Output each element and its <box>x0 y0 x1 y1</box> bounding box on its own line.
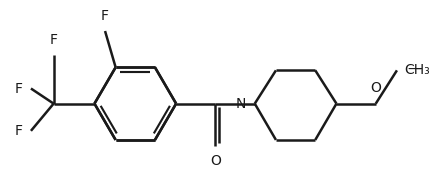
Text: F: F <box>101 8 109 22</box>
Text: CH₃: CH₃ <box>404 63 430 77</box>
Text: O: O <box>210 155 221 169</box>
Text: N: N <box>236 97 246 111</box>
Text: —: — <box>408 63 421 77</box>
Text: F: F <box>15 81 23 96</box>
Text: F: F <box>15 124 23 138</box>
Text: O: O <box>370 81 381 95</box>
Text: F: F <box>50 33 58 47</box>
